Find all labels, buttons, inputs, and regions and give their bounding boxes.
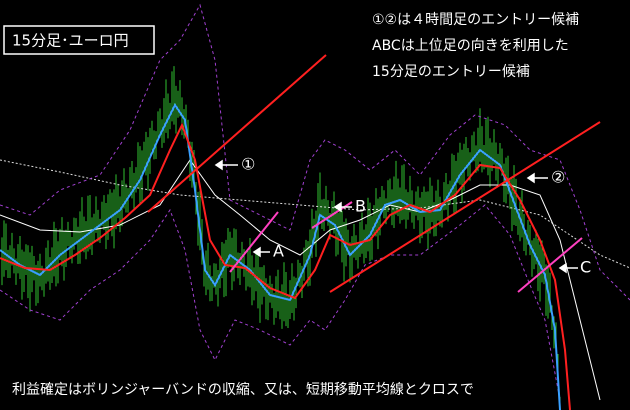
label-two: ② (551, 168, 565, 187)
title-box (3, 25, 155, 55)
trend-line (147, 54, 327, 213)
long-ma (0, 159, 630, 269)
trend-line (329, 121, 601, 293)
upper-band (0, 3, 630, 301)
note: ①②は４時間足のエントリー候補 (372, 12, 579, 28)
short-ma-blue (0, 103, 561, 410)
short-ma-red (0, 122, 571, 410)
arrows (214, 159, 578, 274)
entry-line (517, 237, 583, 293)
label-c: C (580, 258, 591, 277)
label-one: ① (241, 155, 255, 174)
entry-line (229, 211, 279, 273)
title: 15分足･ユーロ円 (12, 32, 129, 50)
label-a: A (273, 242, 284, 261)
note: ABCは上位足の向きを利用した (372, 38, 569, 54)
footer: 利益確定はボリンジャーバンドの収縮、又は、短期移動平均線とクロスで (12, 382, 474, 398)
mid-ma (0, 159, 601, 401)
label-b: B (355, 197, 366, 216)
note: 15分足のエントリー候補 (372, 64, 530, 80)
